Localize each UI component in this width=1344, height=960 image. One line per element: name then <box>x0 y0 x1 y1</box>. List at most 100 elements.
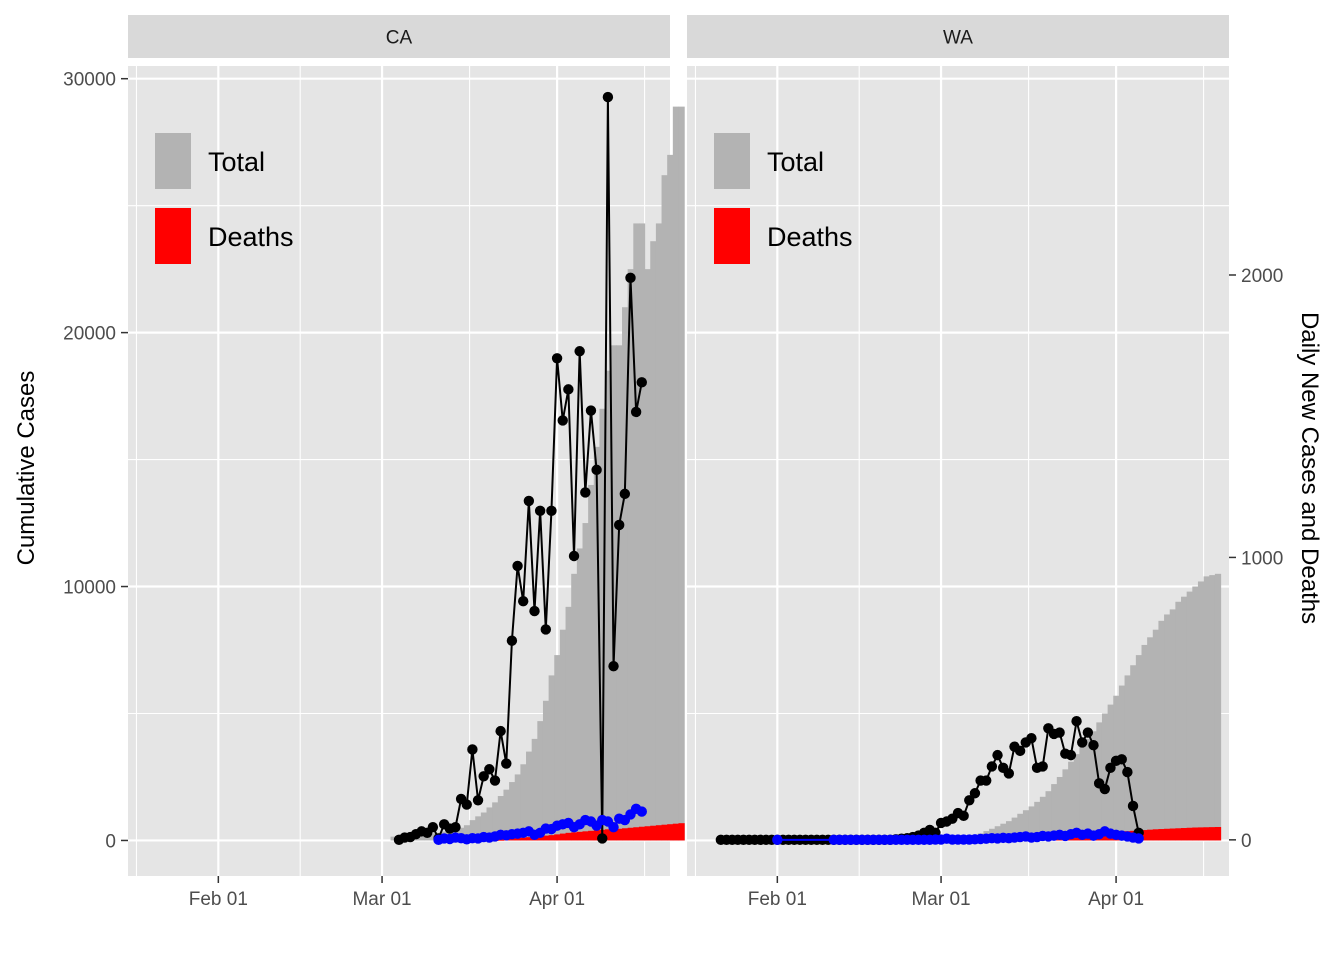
total-bar <box>1141 644 1148 841</box>
deaths-bar <box>667 824 674 841</box>
deaths-bar <box>644 826 651 841</box>
daily-cases-point <box>518 595 529 607</box>
total-bar <box>1124 675 1131 841</box>
daily-cases-point <box>580 487 591 498</box>
total-bar <box>1068 761 1075 841</box>
total-bar <box>1197 581 1205 841</box>
daily-deaths-point <box>636 806 647 817</box>
panel-ca-strip <box>128 15 670 58</box>
total-bar <box>542 700 550 841</box>
deaths-bar <box>678 823 685 841</box>
deaths-bar <box>661 824 668 841</box>
total-bar <box>1186 591 1193 841</box>
deaths-bar <box>593 830 601 841</box>
legend-label-deaths: Deaths <box>208 222 294 252</box>
total-bar <box>650 241 657 841</box>
total-bar <box>418 834 426 841</box>
total-bar <box>1164 614 1171 841</box>
total-bar <box>678 106 685 841</box>
daily-cases-point <box>540 624 551 635</box>
y2-tick-label: 1000 <box>1241 548 1283 569</box>
deaths-bar <box>622 828 629 841</box>
daily-cases-point <box>986 761 998 772</box>
deaths-bar <box>1141 830 1148 841</box>
total-bar <box>644 269 651 841</box>
daily-cases-point <box>523 495 535 507</box>
total-bar <box>622 307 629 841</box>
panel-ca: CA Total Deaths <box>128 15 685 876</box>
deaths-bar <box>1209 827 1216 841</box>
panel-wa-x-axis: Feb 01 Mar 01 Apr 01 <box>748 876 1144 910</box>
deaths-bar <box>509 838 516 841</box>
daily-cases-point <box>461 799 472 810</box>
total-bar <box>1085 738 1092 841</box>
daily-cases-point <box>484 764 495 775</box>
total-bar <box>1130 665 1137 841</box>
total-bar <box>565 606 572 841</box>
y2-axis: 0 1000 2000 <box>1229 266 1283 852</box>
deaths-bar <box>1175 828 1182 841</box>
y-tick-label: 20000 <box>63 324 116 345</box>
total-bar <box>509 782 516 841</box>
daily-cases-point <box>529 605 540 617</box>
legend-swatch-total <box>155 133 191 189</box>
deaths-bar <box>1164 828 1171 841</box>
daily-cases-point <box>625 272 636 284</box>
total-bar <box>514 774 521 841</box>
total-bar <box>638 223 646 841</box>
total-bar <box>537 721 544 841</box>
total-bar <box>503 789 510 841</box>
deaths-bar <box>537 836 544 841</box>
daily-cases-point <box>1065 749 1077 761</box>
daily-cases-point <box>467 744 478 755</box>
panel-wa-daily-deaths-points <box>772 826 1144 846</box>
deaths-bar <box>542 835 550 841</box>
total-bar <box>1039 796 1047 841</box>
deaths-bar <box>616 828 623 841</box>
daily-cases-point <box>495 725 506 737</box>
daily-cases-point <box>534 505 546 517</box>
total-bar <box>661 175 668 841</box>
deaths-bar <box>638 826 646 841</box>
panel-ca-daily-cases-points <box>393 91 647 846</box>
total-bar <box>480 812 488 841</box>
daily-cases-point <box>1071 716 1082 727</box>
deaths-bar <box>548 835 555 841</box>
legend-swatch-total <box>714 133 750 189</box>
y-axis-title: Cumulative Cases <box>13 371 40 566</box>
total-bar <box>1079 746 1086 841</box>
deaths-bar <box>1197 827 1205 841</box>
daily-cases-point <box>506 635 518 646</box>
daily-cases-point <box>472 795 484 806</box>
deaths-bar <box>1214 826 1222 841</box>
total-bar <box>605 370 612 841</box>
panel-wa: WA Total Deaths <box>687 15 1229 876</box>
deaths-bar <box>1181 828 1188 841</box>
daily-cases-point <box>964 795 975 806</box>
deaths-bar <box>1186 827 1193 841</box>
total-bar <box>497 796 505 841</box>
daily-cases-point <box>563 384 574 395</box>
y-tick-label: 10000 <box>63 578 116 599</box>
daily-cases-point <box>568 550 580 562</box>
daily-cases-point <box>489 775 501 786</box>
total-bar <box>475 816 482 841</box>
daily-cases-point <box>1088 740 1099 751</box>
x-tick-label: Feb 01 <box>748 889 807 910</box>
deaths-bar <box>605 829 612 841</box>
total-bar <box>1056 776 1064 841</box>
daily-cases-point <box>613 519 625 531</box>
deaths-bar <box>526 837 533 841</box>
daily-cases-point <box>1099 783 1110 795</box>
deaths-bar <box>1147 829 1154 841</box>
deaths-bar <box>1192 827 1199 841</box>
y-tick-label: 0 <box>105 831 116 852</box>
total-bar <box>548 675 555 841</box>
daily-deaths-point <box>608 821 619 833</box>
deaths-bar <box>576 831 584 841</box>
panel-ca-legend: Total Deaths <box>155 133 294 264</box>
deaths-bar <box>655 825 663 841</box>
deaths-bar <box>554 834 561 841</box>
daily-cases-point <box>630 406 642 418</box>
